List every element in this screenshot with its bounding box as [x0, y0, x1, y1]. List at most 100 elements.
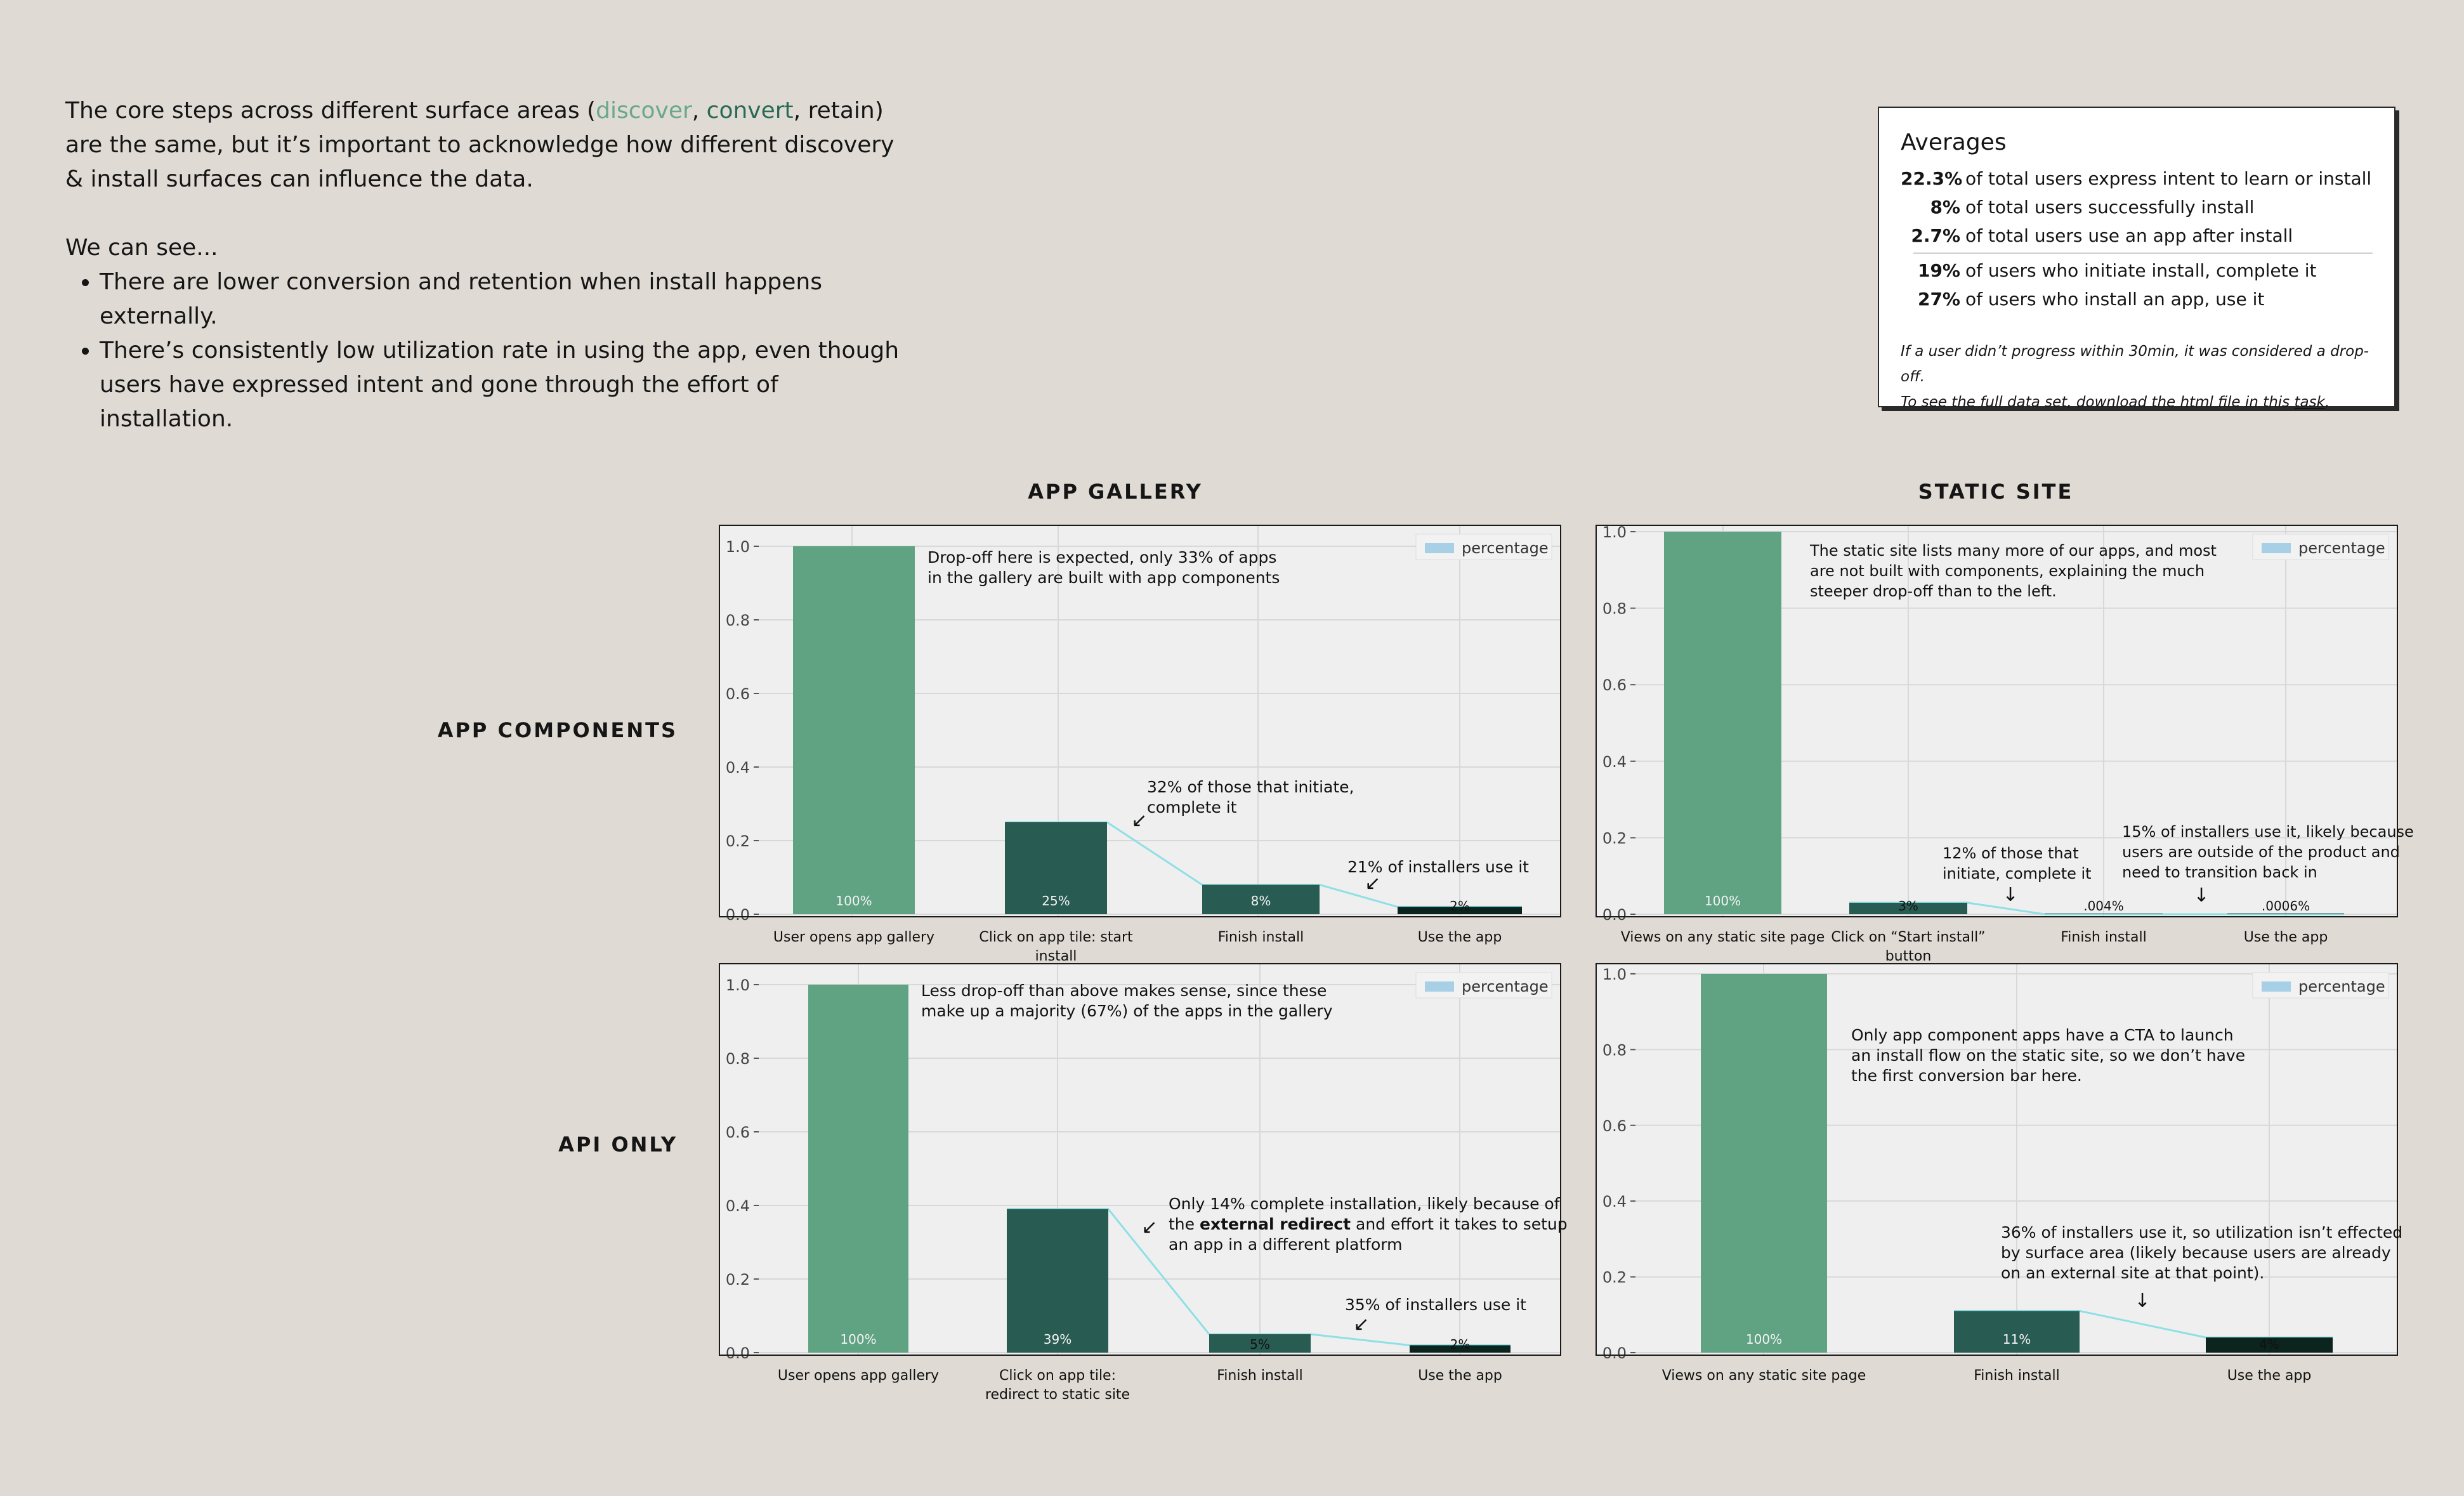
chart-app-components-app-gallery: 0.0 0.2 0.4 0.6 0.8 1.0 100% 25% 8% 2% percentage U… — [719, 525, 1561, 964]
annotation-text: the external redirect and effort it take… — [1169, 1215, 1568, 1233]
annotation-text: an app in a different platform — [1169, 1235, 1402, 1254]
y-tick-label: 1.0 — [726, 538, 750, 556]
column-header-app-gallery: APP GALLERY — [1028, 480, 1203, 504]
bar-value-label: 3% — [1898, 898, 1918, 914]
legend-label: percentage — [2298, 978, 2385, 995]
annotation-text: Less drop-off than above makes sense, si… — [921, 981, 1327, 1000]
we-can-see-label: We can see... — [65, 235, 218, 261]
bar-value-label: 5% — [1250, 1337, 1270, 1352]
averages-card: Averages 22.3% of total users express int… — [1878, 107, 2395, 410]
y-tick-label: 1.0 — [1602, 523, 1627, 541]
x-category-label: install — [1035, 948, 1077, 964]
y-tick-label: 0.2 — [726, 832, 750, 850]
annotation-text-span: on an external site at that point). — [2001, 1264, 2264, 1282]
average-text: of total users use an app after install — [1965, 225, 2293, 246]
legend-label: percentage — [2298, 539, 2385, 557]
annotation-text-span: complete it — [1147, 798, 1237, 817]
bar-value-label: 100% — [1705, 893, 1741, 909]
average-row: 19% of users who initiate install, comple… — [1913, 253, 2373, 285]
legend-swatch — [1425, 981, 1454, 992]
legend-swatch — [1425, 543, 1454, 553]
x-category-label: redirect to static site — [985, 1387, 1130, 1403]
annotation-text-span: 32% of those that initiate, — [1147, 778, 1354, 796]
x-category-label: Finish install — [1974, 1368, 2059, 1384]
intro-comma: , — [793, 98, 808, 124]
intro-paragraph: The core steps across different surface … — [65, 94, 903, 197]
bar-value-label: 8% — [1251, 893, 1271, 909]
y-tick-label: 0.6 — [1602, 676, 1627, 694]
annotation-text: in the gallery are built with app compon… — [927, 568, 1280, 587]
bar — [1954, 1311, 2080, 1353]
annotation-text-span: the first conversion bar here. — [1851, 1066, 2082, 1085]
y-tick-label: 0.8 — [1602, 600, 1627, 618]
annotation-text: by surface area (likely because users ar… — [2001, 1243, 2391, 1262]
bar — [1209, 1334, 1311, 1353]
row-header-api-only: API ONLY — [558, 1132, 678, 1157]
average-text: of total users successfully install — [1965, 197, 2255, 218]
annotation-text: users are outside of the product and — [2122, 843, 2400, 861]
bar-value-label: 25% — [1042, 893, 1070, 909]
annotation-text-span: 35% of installers use it — [1345, 1296, 1526, 1314]
convert-word: convert — [706, 98, 794, 124]
annotation-text-span: 12% of those that — [1943, 844, 2079, 862]
annotation-text: The static site lists many more of our a… — [1809, 542, 2217, 560]
bar — [1005, 822, 1107, 914]
average-row: 22.3% of total users express intent to le… — [1901, 164, 2373, 193]
task-link[interactable]: task — [2294, 394, 2325, 410]
y-tick-label: 0.0 — [726, 1344, 750, 1362]
y-tick-label: 0.4 — [726, 759, 750, 777]
annotation-text: an install flow on the static site, so w… — [1851, 1046, 2245, 1065]
bar — [1007, 1209, 1108, 1353]
annotation-arrow-icon: ↙ — [1141, 1216, 1157, 1238]
annotation-text-span: Only 14% complete installation, likely b… — [1169, 1195, 1561, 1213]
bar — [2206, 1337, 2333, 1353]
x-category-label: Use the app — [2227, 1368, 2312, 1384]
y-tick-label: 0.8 — [726, 1050, 750, 1068]
intro-text-part: The core steps across different surface … — [65, 98, 596, 124]
dataset-note: To see the full data set, download the h… — [1901, 390, 2373, 415]
annotation-text: 35% of installers use it — [1345, 1296, 1526, 1314]
column-header-static-site: STATIC SITE — [1918, 480, 2074, 504]
intro-text-part: ) are the same, but it’s important to ac… — [65, 98, 895, 192]
annotation-arrow-icon: ↙ — [1353, 1313, 1369, 1335]
bar-value-label: 2% — [1450, 1337, 1471, 1352]
x-category-label: Click on app tile: — [999, 1368, 1116, 1384]
dataset-note-text: To see the full data set, download the h… — [1901, 394, 2295, 410]
legend-box — [1415, 534, 1552, 560]
finding-item: There’s consistently low utilization rat… — [100, 334, 903, 436]
y-tick-label: 1.0 — [1602, 966, 1627, 983]
annotation-text: Only 14% complete installation, likely b… — [1169, 1195, 1561, 1213]
annotation-text-span: in the gallery are built with app compon… — [927, 568, 1280, 587]
x-category-label: Views on any static site page — [1621, 929, 1825, 945]
legend-swatch — [2262, 981, 2291, 992]
legend-swatch — [2262, 543, 2291, 553]
intro-text: The core steps across different surface … — [65, 94, 903, 436]
annotation-text-span: The static site lists many more of our a… — [1809, 542, 2217, 560]
dataset-note-end: . — [2324, 394, 2330, 410]
average-row: 27% of users who install an app, use it — [1913, 285, 2373, 313]
x-category-label: button — [1885, 948, 1932, 964]
x-category-label: Click on “Start install” — [1831, 929, 1985, 945]
row-header-app-components: APP COMPONENTS — [437, 718, 678, 742]
y-tick-label: 0.0 — [1602, 906, 1627, 924]
annotation-text: 32% of those that initiate, — [1147, 778, 1354, 796]
average-value: 27% — [1917, 289, 1960, 310]
annotation-text: Only app component apps have a CTA to la… — [1851, 1026, 2234, 1044]
y-tick-label: 0.8 — [726, 612, 750, 629]
annotation-text-span: an app in a different platform — [1169, 1235, 1402, 1254]
annotation-text-span: an install flow on the static site, so w… — [1851, 1046, 2245, 1065]
average-value: 2.7% — [1911, 225, 1960, 246]
annotation-arrow-icon: ↓ — [2193, 884, 2209, 907]
x-category-label: Use the app — [1418, 1368, 1502, 1384]
bar — [793, 546, 915, 914]
x-category-label: Finish install — [2061, 929, 2146, 945]
x-category-label: Click on app tile: start — [979, 929, 1133, 945]
intro-comma: , — [691, 98, 707, 124]
annotation-text: are not built with components, explainin… — [1810, 562, 2205, 580]
bar-value-label: 11% — [2003, 1332, 2031, 1347]
y-tick-label: 0.4 — [1602, 1193, 1627, 1211]
annotation-arrow-icon: ↙ — [1365, 872, 1380, 895]
annotation-text: 21% of installers use it — [1347, 858, 1529, 876]
y-tick-label: 1.0 — [726, 976, 750, 994]
y-tick-label: 0.4 — [726, 1197, 750, 1215]
